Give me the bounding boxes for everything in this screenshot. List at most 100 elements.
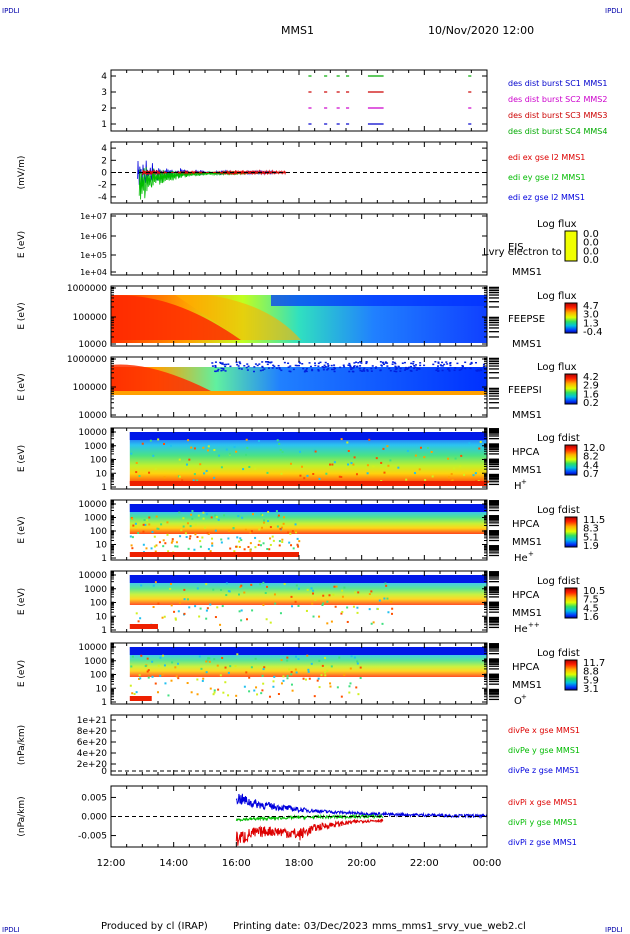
feepsi-noise-dot xyxy=(482,365,485,367)
x-axis-tick-label: 16:00 xyxy=(222,858,251,869)
corner-label-tl: IPDLI xyxy=(2,7,20,15)
feepsi-noise-dot xyxy=(474,361,477,364)
hpca_h-speckle xyxy=(188,458,191,461)
divpi-ylabel: (nPa/km) xyxy=(17,796,27,836)
feepsi-noise-dot xyxy=(314,364,317,367)
feepse-ylabel: E (eV) xyxy=(17,302,27,329)
feepsi-noise-dot xyxy=(464,367,467,370)
feepsi-noise-dot xyxy=(404,366,407,369)
hpca_he-speckle xyxy=(296,543,299,546)
hpca_he-colorbar xyxy=(564,516,578,548)
hpca_he-speckle xyxy=(189,525,192,528)
hpca_hepp-speckle xyxy=(221,605,224,608)
feepse-high-energy-band xyxy=(271,292,487,306)
hpca_hepp-colorbar-title: Log fdist xyxy=(537,576,580,587)
feepsi-noise-dot xyxy=(359,361,362,363)
hpca_o-speckle xyxy=(324,657,327,660)
hpca_he-speckle xyxy=(268,548,271,551)
hpca_h-speckle xyxy=(233,446,236,449)
hpca_he-speckle xyxy=(235,545,238,548)
hpca_hepp-ytick-label: 1000 xyxy=(84,585,107,595)
feepsi-noise-dot xyxy=(394,365,397,368)
hpca_hepp-speckle xyxy=(177,610,180,613)
hpca_hepp-spacecraft-label: MMS1 xyxy=(512,608,542,619)
hpca_hepp-speckle xyxy=(137,620,140,623)
hpca_he-ytick-label: 10 xyxy=(96,541,108,551)
feepsi-noise-dot xyxy=(289,365,292,367)
hpca_he-speckle xyxy=(263,521,266,524)
footer-produced-by: Produced by cl (IRAP) xyxy=(101,921,208,932)
feepsi-noise-dot xyxy=(379,369,382,372)
hpca_h-speckle xyxy=(225,448,228,451)
hpca_hepp-speckle xyxy=(326,600,329,603)
x-axis-tick-label: 12:00 xyxy=(97,858,126,869)
feepsi-noise-dot xyxy=(332,368,335,371)
hpca_h-speckle xyxy=(346,441,349,444)
hpca_o-speckle xyxy=(291,689,294,692)
hpca_o-speckle xyxy=(355,686,358,689)
x-axis-tick-label: 18:00 xyxy=(285,858,314,869)
feepsi-noise-dot xyxy=(229,365,232,368)
hpca_hepp-speckle xyxy=(391,607,394,610)
hpca_o-speckle xyxy=(302,677,305,680)
feepse-instrument-label: FEEPSE xyxy=(508,314,545,325)
eis-colorbar xyxy=(564,230,578,262)
hpca_h-speckle xyxy=(242,468,245,471)
feepsi-noise-dot xyxy=(358,367,361,370)
divpi-ytick-label: 0.005 xyxy=(81,793,107,803)
feepsi-noise-dot xyxy=(419,362,422,364)
x-axis-tick-label: 00:00 xyxy=(473,858,502,869)
feepsi-noise-dot xyxy=(253,370,256,373)
hpca_hepp-speckle xyxy=(178,601,181,604)
hpca_he-speckle xyxy=(257,543,260,546)
hpca_he-speckle xyxy=(206,532,209,535)
feepsi-noise-dot xyxy=(414,364,417,366)
feepsi-noise-dot xyxy=(449,361,452,364)
hpca_hepp-speckle xyxy=(328,594,331,597)
hpca_hepp-speckle xyxy=(266,585,269,588)
feepsi-noise-dot xyxy=(383,363,386,366)
burst-legend-entry: des dist burst SC1 MMS1 xyxy=(508,79,607,88)
feepsi-noise-dot xyxy=(347,364,350,367)
hpca_he-species-label: He xyxy=(514,553,528,564)
hpca_h-speckle xyxy=(329,463,332,466)
feepsi-ytick-label: 1000000 xyxy=(67,355,107,365)
hpca_he-colorbar-tick: 1.9 xyxy=(583,541,599,552)
feepse-colorbar-tick: -0.4 xyxy=(583,327,603,338)
hpca_he-speckle xyxy=(295,531,298,534)
hpca_hepp-speckle xyxy=(326,622,329,625)
feepsi-noise-dot xyxy=(353,365,356,367)
hpca_hepp-charge-label: ++ xyxy=(528,621,540,629)
feepsi-noise-dot xyxy=(299,362,302,364)
hpca_h-speckle xyxy=(306,474,309,477)
hpca_he-speckle xyxy=(131,517,134,520)
feepsi-noise-dot xyxy=(273,365,276,368)
hpca_o-speckle xyxy=(213,691,216,694)
hpca_h-speckle xyxy=(289,462,292,465)
hpca_hepp-speckle xyxy=(206,607,209,610)
hpca_hepp-speckle xyxy=(386,597,389,600)
hpca_he-speckle xyxy=(276,525,279,528)
hpca_o-charge-label: + xyxy=(521,693,527,701)
hpca_hepp-speckle xyxy=(139,617,142,620)
hpca_h-spacecraft-label: MMS1 xyxy=(512,465,542,476)
hpca_h-speckle xyxy=(454,457,457,460)
hpca_he-speckle xyxy=(251,513,254,516)
edi-ytick-label: -4 xyxy=(98,193,107,203)
hpca_h-speckle xyxy=(366,472,369,475)
feepsi-noise-dot xyxy=(478,369,481,372)
hpca_h-speckle xyxy=(193,447,196,450)
hpca_he-speckle xyxy=(145,547,148,550)
hpca_o-speckle xyxy=(310,662,313,665)
feepsi-noise-dot xyxy=(280,369,283,372)
hpca_h-speckle xyxy=(448,476,451,479)
feepsi-noise-dot xyxy=(266,363,269,366)
hpca_h-low-energy-band xyxy=(129,481,488,486)
hpca_hepp-speckle xyxy=(183,612,186,615)
hpca_he-speckle xyxy=(211,537,214,540)
divpe-ytick-label: 6e+20 xyxy=(77,738,108,748)
hpca_he-speckle xyxy=(162,545,165,548)
feepse-colorbar-tick: 3.0 xyxy=(583,310,599,321)
hpca_o-speckle xyxy=(286,656,289,659)
hpca_hepp-speckle xyxy=(370,622,373,625)
